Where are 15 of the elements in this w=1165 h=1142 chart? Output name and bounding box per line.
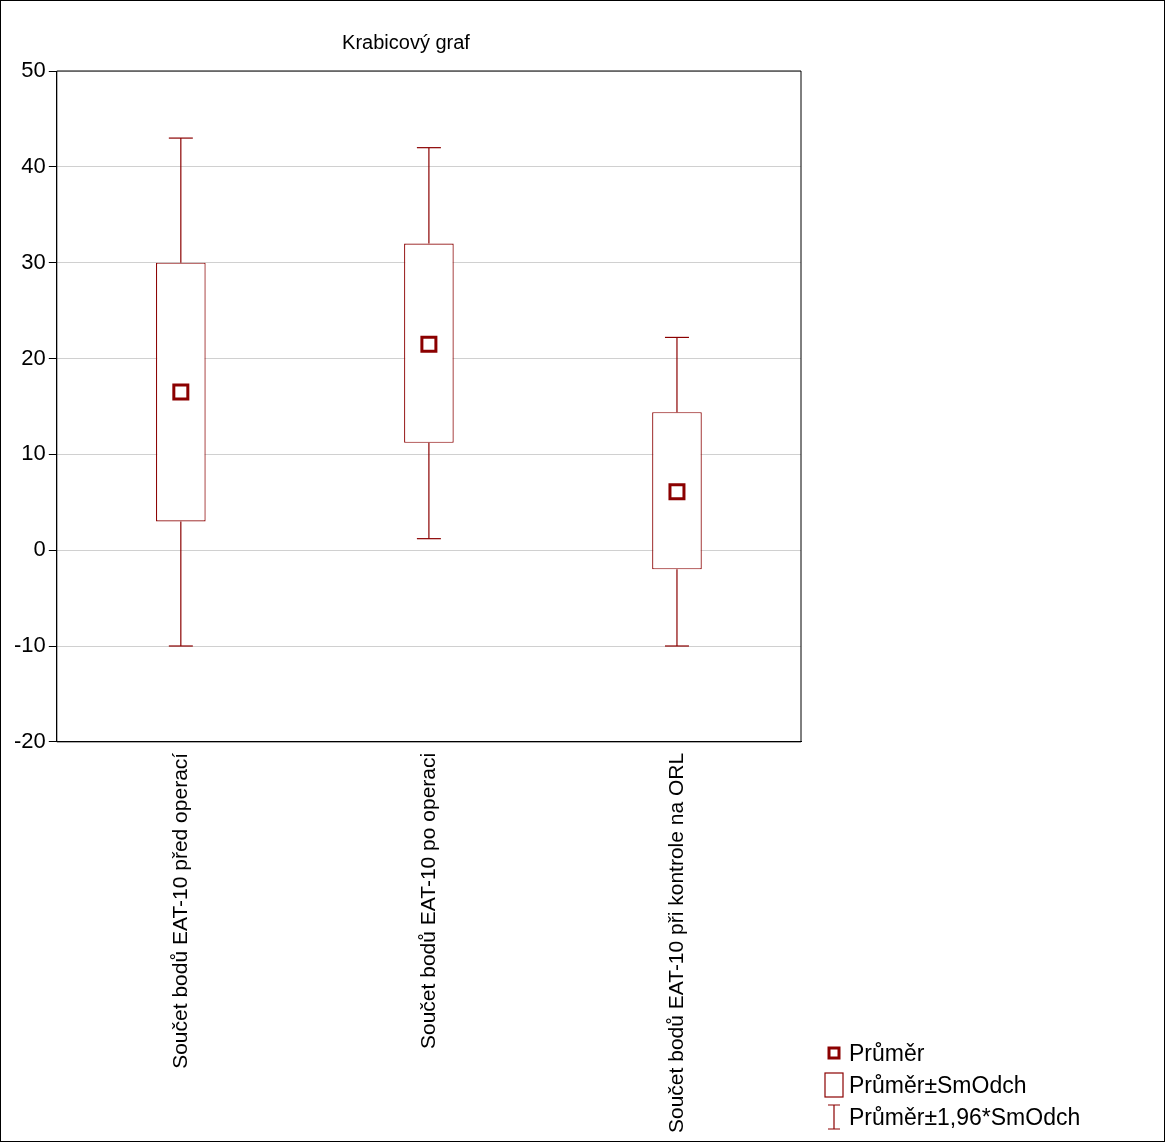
y-tick-label: 30 <box>21 248 46 274</box>
text: Průměr±SmOdch <box>849 1071 1027 1099</box>
y-tick-label: -10 <box>14 632 46 658</box>
chart-title: Krabicový graf <box>342 30 471 53</box>
y-tick-label: 20 <box>21 344 46 370</box>
text: Průměr±1,96*SmOdch <box>849 1103 1081 1131</box>
y-tick-label: 40 <box>21 152 46 178</box>
x-tick-label: Součet bodů EAT-10 před operací <box>167 752 191 1069</box>
x-tick-label: Součet bodů EAT-10 po operaci <box>415 752 439 1049</box>
y-tick-label: 50 <box>21 57 46 83</box>
y-tick-label: 10 <box>21 440 46 466</box>
y-tick-label: 0 <box>33 536 46 562</box>
y-tick-label: -20 <box>14 727 46 753</box>
x-tick-label: Součet bodů EAT-10 při kontrole na ORL <box>663 752 687 1134</box>
text: Průměr <box>849 1039 925 1067</box>
